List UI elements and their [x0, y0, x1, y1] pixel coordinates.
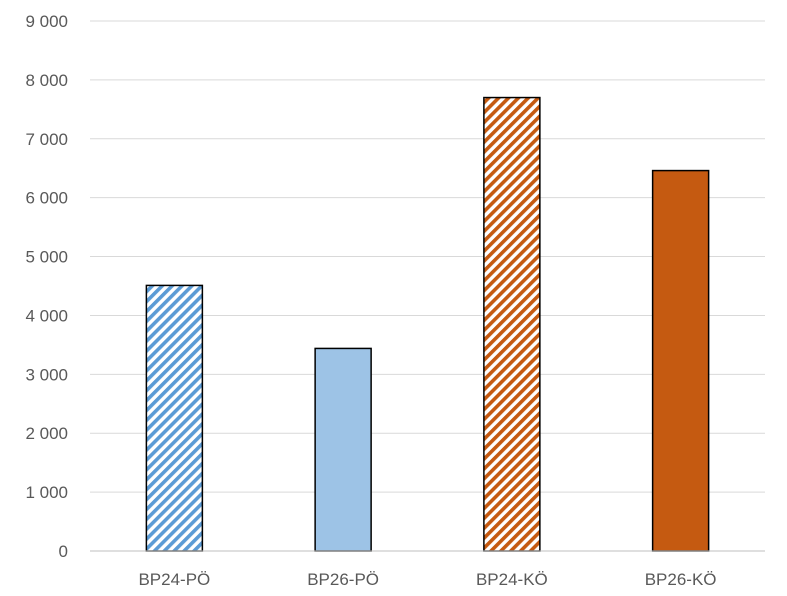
y-tick-label: 9 000 — [25, 12, 68, 31]
y-tick-label: 4 000 — [25, 306, 68, 325]
y-tick-label: 7 000 — [25, 130, 68, 149]
bar-bp26-p- — [314, 347, 372, 552]
x-tick-label: BP24-KÖ — [476, 570, 548, 589]
x-tick-label: BP24-PÖ — [138, 570, 210, 589]
y-tick-label: 2 000 — [25, 424, 68, 443]
bar-bp24-k- — [483, 96, 541, 552]
bars — [145, 96, 710, 552]
y-tick-label: 6 000 — [25, 189, 68, 208]
x-axis-tick-labels: BP24-PÖ BP26-PÖ BP24-KÖ BP26-KÖ — [138, 570, 716, 589]
y-tick-label: 8 000 — [25, 71, 68, 90]
y-tick-label: 0 — [59, 542, 68, 561]
y-tick-label: 3 000 — [25, 365, 68, 384]
x-tick-label: BP26-PÖ — [307, 570, 379, 589]
bar-bp26-k- — [651, 169, 710, 552]
y-axis-tick-labels: 0 1 000 2 000 3 000 4 000 5 000 6 000 7 000 8 00… — [25, 12, 68, 561]
y-tick-label: 5 000 — [25, 248, 68, 267]
y-tick-label: 1 000 — [25, 483, 68, 502]
x-tick-label: BP26-KÖ — [645, 570, 717, 589]
bar-bp24-p- — [145, 284, 204, 552]
